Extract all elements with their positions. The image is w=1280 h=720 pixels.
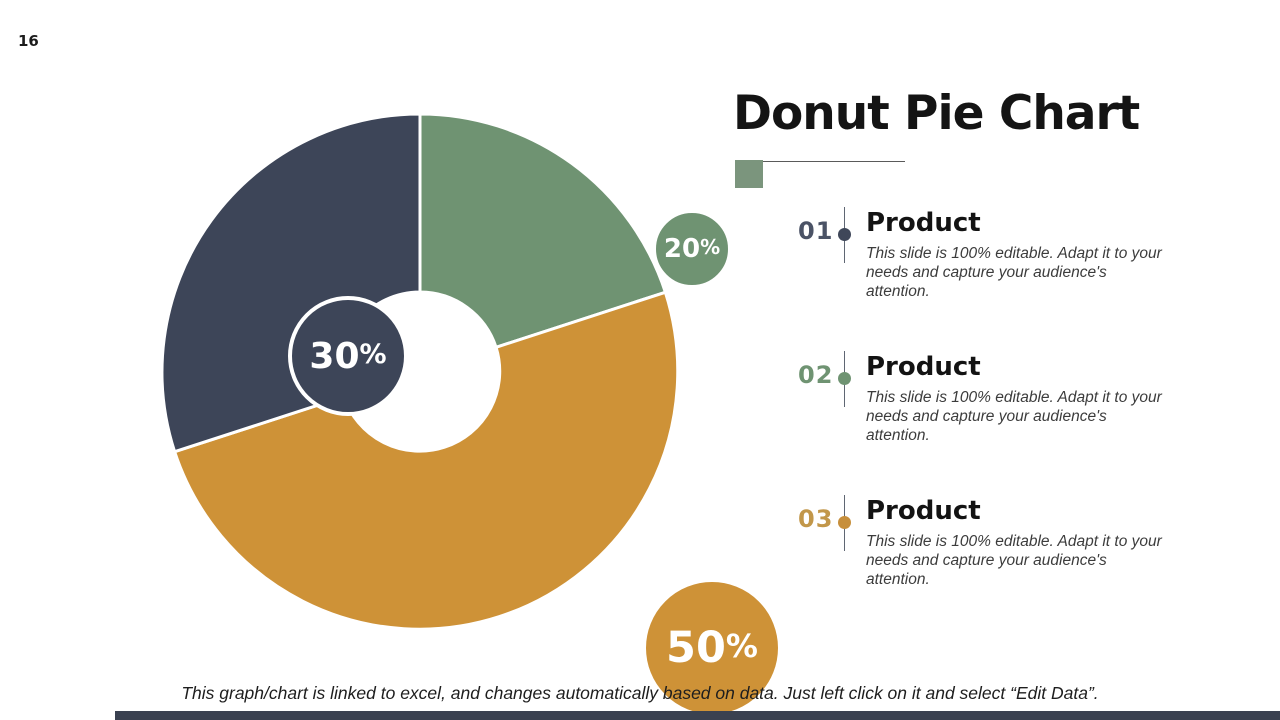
badge-percent-sign: %	[359, 338, 387, 370]
page-title: Donut Pie Chart	[733, 86, 1140, 141]
donut-slice-20%[interactable]	[418, 112, 667, 349]
list-item-02: 02 Product This slide is 100% editable. …	[798, 350, 1188, 468]
page-number: 16	[18, 32, 39, 50]
badge-percent-sign: %	[700, 235, 721, 259]
item-bullet-dot	[838, 228, 851, 241]
chart-value-badge-50: 50%	[642, 578, 782, 718]
item-number: 02	[798, 361, 834, 389]
item-heading: Product	[866, 352, 981, 382]
item-description: This slide is 100% editable. Adapt it to…	[866, 245, 1162, 300]
badge-value: 50	[666, 623, 726, 673]
badge-percent-sign: %	[725, 627, 758, 665]
badge-value: 30	[309, 335, 360, 377]
title-underline	[737, 161, 905, 162]
donut-chart[interactable]: 20% 50% 30%	[155, 107, 782, 718]
item-text-block: Product This slide is 100% editable. Ada…	[866, 350, 1178, 445]
item-number: 03	[798, 505, 834, 533]
chart-value-badge-20: 20%	[652, 209, 732, 289]
donut-chart-svg[interactable]	[155, 107, 685, 637]
item-description: This slide is 100% editable. Adapt it to…	[866, 533, 1162, 588]
item-text-block: Product This slide is 100% editable. Ada…	[866, 494, 1178, 589]
item-bullet-dot	[838, 516, 851, 529]
chart-value-badge-30: 30%	[288, 296, 408, 416]
title-accent-square	[735, 160, 763, 188]
list-item-01: 01 Product This slide is 100% editable. …	[798, 206, 1188, 324]
item-text-block: Product This slide is 100% editable. Ada…	[866, 206, 1178, 301]
item-number: 01	[798, 217, 834, 245]
item-bullet-dot	[838, 372, 851, 385]
item-description: This slide is 100% editable. Adapt it to…	[866, 389, 1162, 444]
list-item-03: 03 Product This slide is 100% editable. …	[798, 494, 1188, 612]
item-heading: Product	[866, 208, 981, 238]
donut-slice-50%[interactable]	[173, 290, 680, 631]
item-heading: Product	[866, 496, 981, 526]
badge-value: 20	[663, 234, 701, 264]
footer-accent-bar	[115, 711, 1280, 720]
footer-note: This graph/chart is linked to excel, and…	[181, 683, 1099, 703]
